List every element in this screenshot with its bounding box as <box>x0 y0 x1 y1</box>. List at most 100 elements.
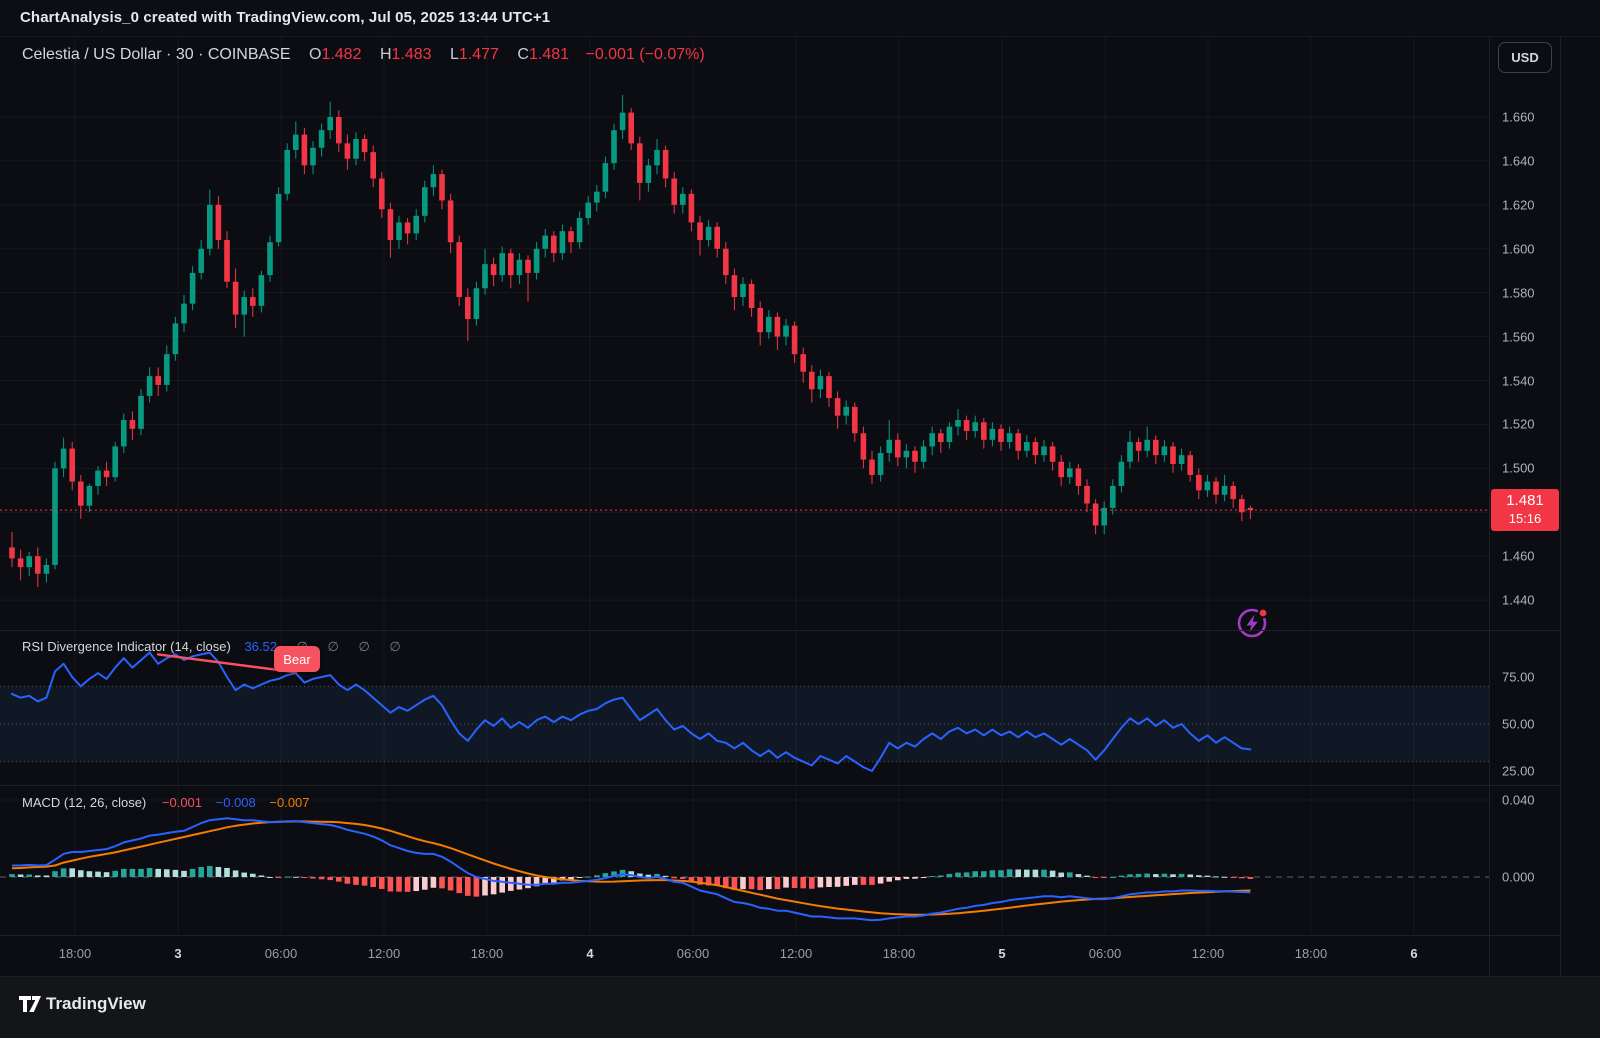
rsi-axis-label: 25.00 <box>1502 763 1535 779</box>
macd-hist-bar <box>963 872 970 877</box>
macd-hist-bar <box>1084 875 1090 877</box>
macd-hist-bar <box>1153 874 1159 877</box>
macd-hist-bar <box>189 868 196 877</box>
candle-body <box>1049 446 1056 462</box>
candle-body <box>1170 446 1176 464</box>
candle-body <box>903 450 910 458</box>
candle-body <box>181 303 187 324</box>
candle-body <box>447 200 454 243</box>
macd-axis-label: 0.000 <box>1502 869 1535 885</box>
candle-body <box>1032 442 1039 456</box>
candle-body <box>310 147 316 166</box>
macd-hist-bar <box>379 877 385 889</box>
macd-hist-bar <box>241 872 247 877</box>
macd-hist-bar <box>619 869 626 877</box>
candle-body <box>499 253 505 276</box>
candle-body <box>688 193 695 223</box>
macd-hist-bar <box>516 877 523 890</box>
macd-hist-bar <box>748 877 755 890</box>
macd-hist-bar <box>207 866 213 877</box>
macd-hist-bar <box>998 870 1004 877</box>
candle-body <box>1058 461 1064 478</box>
tradingview-logo-icon[interactable] <box>18 992 42 1016</box>
candle-body <box>189 272 196 304</box>
candle-body <box>267 242 273 276</box>
candle-body <box>817 376 824 390</box>
macd-hist-bar <box>1058 872 1064 877</box>
macd-hist-bar <box>447 877 454 891</box>
time-axis-label: 6 <box>1410 946 1418 961</box>
rsi-value: 36.52 <box>244 639 277 654</box>
macd-hist-bar <box>1196 875 1202 877</box>
macd-hist-bar <box>955 872 961 877</box>
macd-hist-bar <box>456 877 462 894</box>
bear-divergence-flag[interactable]: Bear <box>274 646 320 672</box>
symbol-title[interactable]: Celestia / US Dollar · 30 · COINBASE <box>22 46 291 63</box>
macd-hist-bar <box>336 877 342 882</box>
macd-hist-bar <box>602 873 609 877</box>
quick-trade-lightning-icon[interactable] <box>1236 605 1270 639</box>
macd-hist-bar <box>172 869 179 877</box>
time-axis-label: 18:00 <box>58 946 92 961</box>
macd-hist-bar <box>482 877 488 896</box>
macd-hist-bar <box>1110 877 1116 878</box>
candle-body <box>69 448 75 482</box>
candle-body <box>938 433 944 443</box>
macd-hist-bar <box>903 877 910 879</box>
close-label: C <box>517 46 529 63</box>
price-axis-label: 1.580 <box>1502 285 1535 301</box>
open-value: 1.482 <box>321 46 362 63</box>
macd-hist-bar <box>1006 869 1013 877</box>
currency-toggle-button[interactable]: USD <box>1498 42 1552 73</box>
macd-hist-bar <box>989 870 996 877</box>
macd-panel-header[interactable]: MACD (12, 26, close) −0.001 −0.008 −0.00… <box>22 795 310 810</box>
candle-body <box>525 259 531 273</box>
macd-hist-bar <box>1024 869 1030 877</box>
macd-hist-bar <box>826 877 832 888</box>
macd-hist-bar <box>766 877 772 890</box>
macd-hist-bar <box>869 877 875 885</box>
rsi-axis-label: 75.00 <box>1502 669 1535 685</box>
candle-body <box>723 248 729 276</box>
candle-body <box>791 325 798 355</box>
macd-hist-bar <box>155 868 161 877</box>
macd-hist-bar <box>293 876 299 878</box>
macd-hist-bar <box>714 877 720 887</box>
candle-body <box>164 354 170 385</box>
candle-countdown: 15:16 <box>1508 510 1542 526</box>
macd-hist-bar <box>886 877 892 882</box>
candle-body <box>594 191 600 203</box>
macd-hist-bar <box>1230 877 1236 878</box>
candle-body <box>78 481 84 506</box>
macd-hist-bar <box>671 877 677 879</box>
pane-separator-macd[interactable] <box>0 785 1560 786</box>
macd-hist-bar <box>258 875 265 877</box>
candle-body <box>843 406 849 416</box>
symbol-legend[interactable]: Celestia / US Dollar · 30 · COINBASE O1.… <box>22 46 705 64</box>
candle-body <box>404 222 411 234</box>
macd-hist-bar <box>654 873 660 877</box>
tradingview-brand[interactable]: TradingView <box>46 994 146 1013</box>
macd-hist-bar <box>551 877 557 883</box>
price-axis[interactable]: 1.660 1.640 1.620 1.600 1.580 1.560 1.540 1.520… <box>1490 37 1560 975</box>
macd-hist-bar <box>800 877 806 889</box>
macd-hist-bar <box>1101 877 1107 878</box>
price-axis-label: 1.620 <box>1502 197 1535 213</box>
candle-body <box>852 406 858 434</box>
macd-title[interactable]: MACD (12, 26, close) <box>22 795 147 810</box>
macd-hist-bar <box>95 871 101 877</box>
macd-hist-bar <box>370 877 376 888</box>
macd-hist-bar <box>1239 877 1245 879</box>
rsi-panel-header[interactable]: RSI Divergence Indicator (14, close) 36.… <box>22 639 409 655</box>
candle-body <box>671 178 677 205</box>
time-axis[interactable]: 18:00 3 06:00 12:00 18:00 4 06:00 12:00 18:00 5 06… <box>0 936 1489 976</box>
candle-body <box>379 178 385 210</box>
macd-hist-bar <box>35 875 41 877</box>
rsi-title[interactable]: RSI Divergence Indicator (14, close) <box>22 639 231 654</box>
indicator-axis[interactable]: 75.00 50.00 25.00 0.040 0.000 <box>1490 37 1560 975</box>
notification-dot <box>1257 607 1269 619</box>
candle-body <box>1196 474 1202 491</box>
pane-separator-rsi[interactable] <box>0 630 1560 631</box>
candle-body <box>1135 442 1142 451</box>
